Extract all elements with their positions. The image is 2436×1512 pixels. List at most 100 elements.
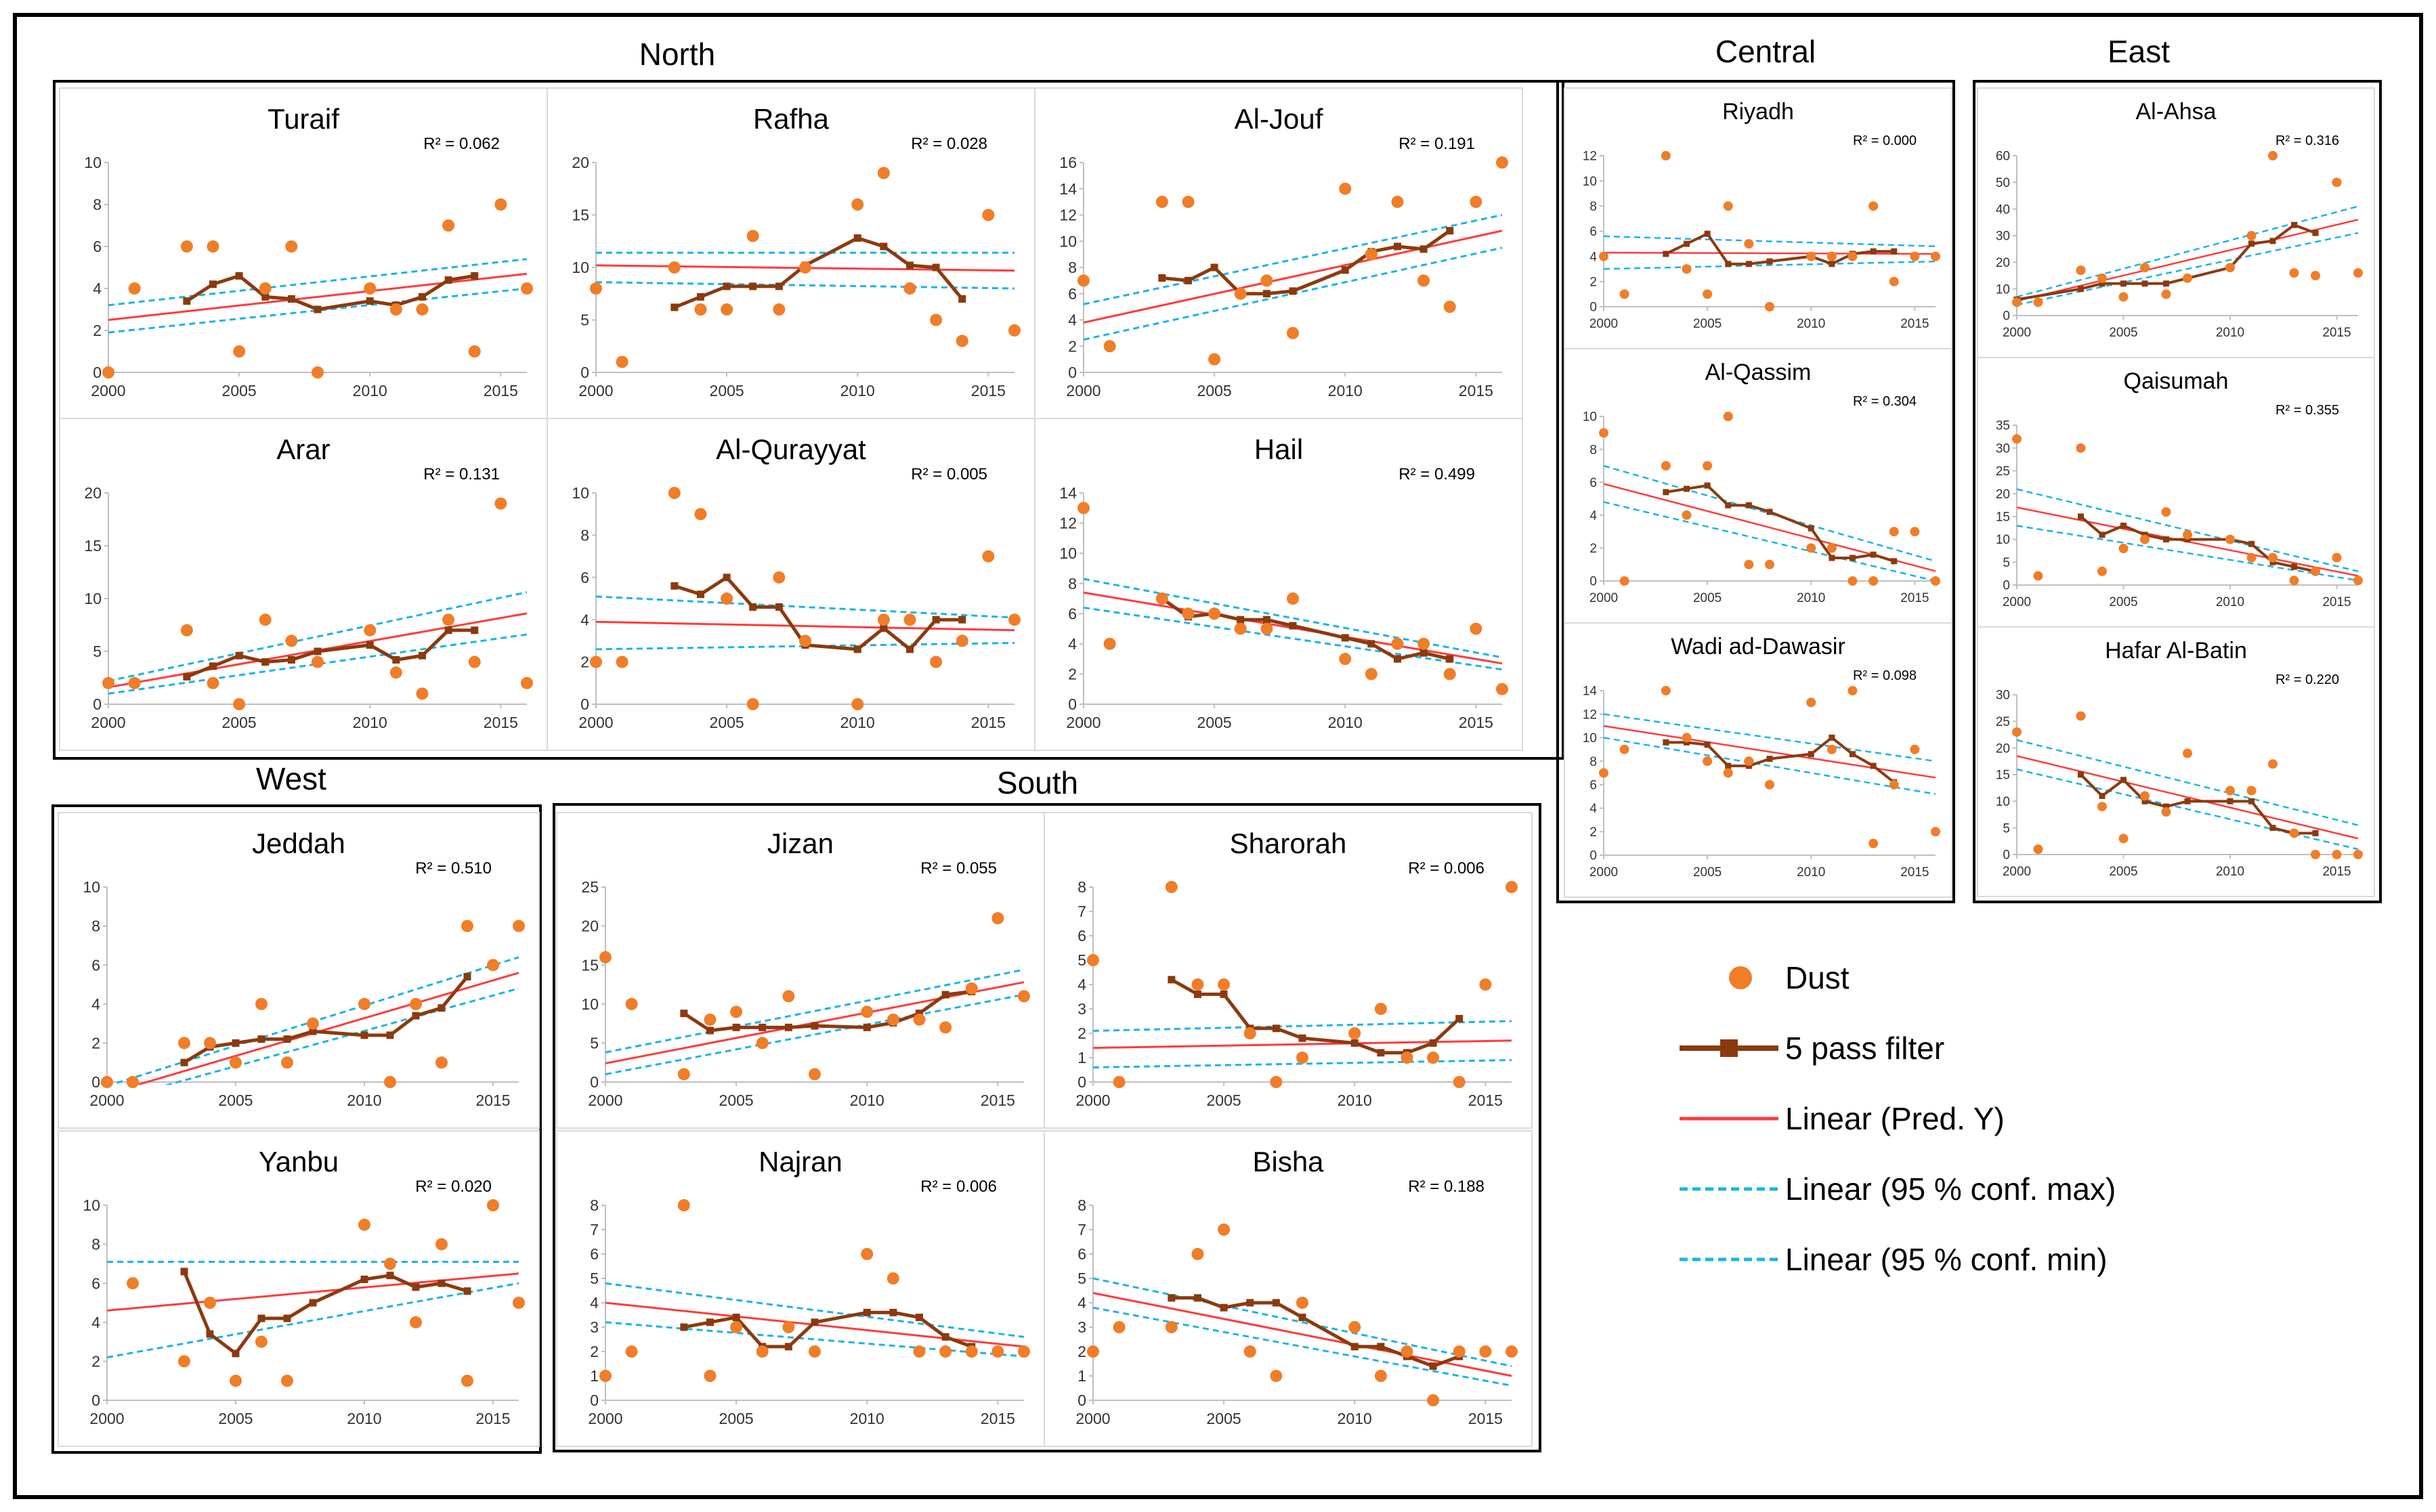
y-tick-label: 15 xyxy=(581,956,599,974)
y-tick-label: 14 xyxy=(1583,685,1598,699)
dust-point xyxy=(668,261,681,274)
dust-point xyxy=(782,990,795,1003)
filter-point xyxy=(1341,634,1349,642)
dust-point xyxy=(877,613,890,626)
y-tick-label: 6 xyxy=(93,238,102,255)
dust-point xyxy=(799,261,811,274)
dust-point xyxy=(677,1068,690,1081)
dust-point xyxy=(590,655,602,668)
y-tick-label: 8 xyxy=(590,1196,599,1214)
x-tick-label: 2010 xyxy=(353,382,387,399)
y-tick-label: 5 xyxy=(590,1270,599,1287)
filter-point xyxy=(1262,615,1270,624)
dust-point xyxy=(281,1056,293,1069)
dust-point xyxy=(2246,785,2257,796)
r-squared-label: R² = 0.062 xyxy=(423,135,500,153)
y-tick-label: 6 xyxy=(590,1245,599,1263)
chart-title: Al-Qassim xyxy=(1705,360,1812,385)
dust-point xyxy=(1348,1321,1361,1333)
dust-point xyxy=(1619,576,1629,586)
dust-point xyxy=(255,1335,268,1348)
y-tick-label: 0 xyxy=(93,695,102,713)
dust-point xyxy=(1087,1345,1099,1358)
x-tick-label: 2005 xyxy=(710,714,744,731)
filter-point xyxy=(932,263,940,272)
y-tick-label: 8 xyxy=(1589,443,1597,457)
y-tick-label: 20 xyxy=(84,484,102,502)
y-tick-label: 10 xyxy=(581,995,599,1013)
x-tick-label: 2010 xyxy=(347,1092,381,1109)
chart-al-jouf: Al-Jouf R² = 0.191 0 2 4 6 8 10 12 14 16 2000 2005 20… xyxy=(1034,87,1523,419)
filter-point xyxy=(386,1272,394,1280)
chart-title: Jeddah xyxy=(252,827,345,859)
filter-point xyxy=(2120,280,2127,287)
chart-title: Al-Qurayyat xyxy=(716,433,866,465)
filter-point xyxy=(775,282,783,290)
filter-point xyxy=(784,1343,792,1351)
filter-point xyxy=(2269,825,2276,831)
dust-point xyxy=(2311,271,2320,280)
dust-point xyxy=(494,198,507,211)
y-tick-label: 2 xyxy=(1589,275,1597,289)
chart-title: Arar xyxy=(276,433,330,465)
y-tick-label: 4 xyxy=(1589,509,1597,523)
dust-point xyxy=(1182,196,1195,209)
y-tick-label: 0 xyxy=(590,1391,599,1409)
filter-point xyxy=(723,282,731,290)
filter-point xyxy=(1394,655,1401,663)
region-title-east: East xyxy=(2108,34,2170,69)
dust-point xyxy=(991,1345,1004,1358)
x-tick-label: 2005 xyxy=(1207,1092,1241,1109)
filter-point xyxy=(1870,551,1877,558)
region-title-south: South xyxy=(997,765,1078,800)
y-tick-label: 4 xyxy=(1068,311,1077,329)
filter-point xyxy=(784,1023,792,1031)
y-tick-label: 2 xyxy=(1077,1343,1086,1360)
dust-point xyxy=(1496,683,1508,695)
dust-point xyxy=(1723,768,1733,778)
x-tick-label: 2010 xyxy=(1797,591,1825,605)
dust-point xyxy=(1703,460,1713,471)
x-tick-label: 2015 xyxy=(1900,317,1929,331)
r-squared-label: R² = 0.028 xyxy=(911,135,987,153)
dust-point xyxy=(204,1037,216,1050)
filter-point xyxy=(2099,532,2106,538)
x-tick-label: 2015 xyxy=(971,714,1006,731)
filter-point xyxy=(257,1035,265,1043)
linear-line xyxy=(596,620,1015,632)
legend-conf-min-label: Linear (95 % conf. min) xyxy=(1785,1242,2108,1277)
filter-line xyxy=(2016,223,2316,301)
x-tick-label: 2015 xyxy=(484,382,518,399)
y-tick-label: 0 xyxy=(1077,1073,1086,1091)
dust-point xyxy=(616,355,628,368)
filter-point xyxy=(232,1039,240,1047)
dust-point xyxy=(1599,251,1608,261)
y-tick-label: 6 xyxy=(1589,779,1597,793)
dust-point xyxy=(178,1355,190,1368)
dust-point xyxy=(1287,592,1299,605)
x-tick-label: 2000 xyxy=(1066,382,1101,399)
legend-dust-label: Dust xyxy=(1785,960,1850,995)
filter-point xyxy=(2099,792,2106,799)
dust-point xyxy=(2332,553,2342,563)
dust-point xyxy=(233,698,246,710)
dust-point xyxy=(930,314,943,326)
filter-point xyxy=(1298,1314,1306,1322)
y-tick-label: 2 xyxy=(1589,542,1597,556)
dust-point xyxy=(487,959,499,972)
filter-point xyxy=(412,1012,420,1020)
conf-max-line xyxy=(1604,235,1936,248)
filter-point xyxy=(916,1314,923,1322)
filter-point xyxy=(1663,251,1669,257)
dust-point xyxy=(1077,502,1090,515)
chart-title: Sharorah xyxy=(1230,827,1347,859)
filter-point xyxy=(1194,990,1201,998)
filter-point xyxy=(1725,762,1732,769)
filter-point xyxy=(1168,1294,1176,1302)
dust-point xyxy=(773,571,786,584)
filter-point xyxy=(1289,622,1297,630)
y-tick-label: 2 xyxy=(1589,825,1597,840)
filter-point xyxy=(412,1283,420,1291)
filter-point xyxy=(235,272,243,280)
dust-point xyxy=(312,655,324,668)
